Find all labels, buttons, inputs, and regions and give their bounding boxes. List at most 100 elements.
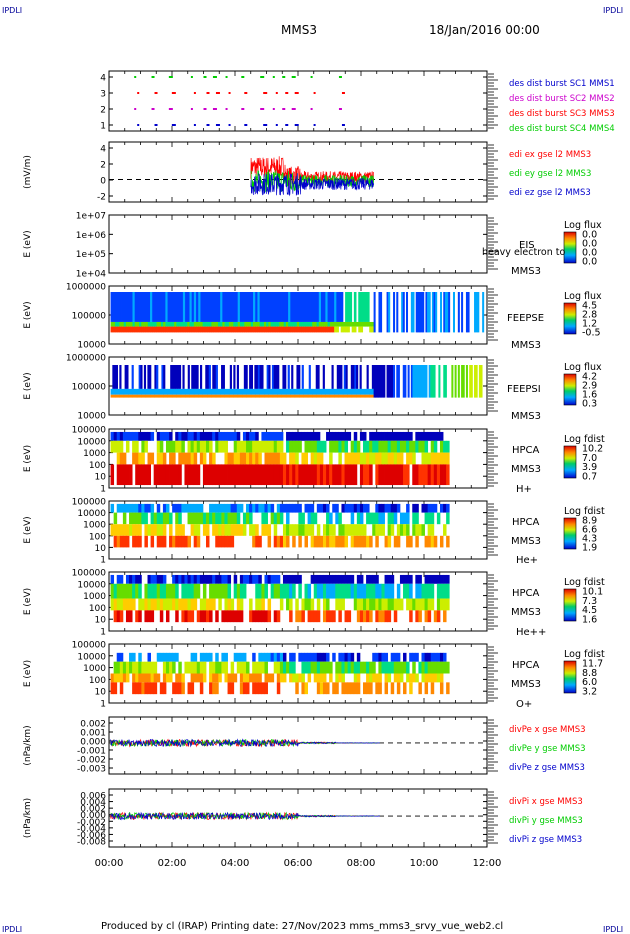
hpca_he-spectrogram-cell [322, 503, 327, 513]
hpca_he-spectrogram-cell [289, 503, 293, 513]
hpca_h-spectrogram-cell [313, 452, 318, 465]
feepsi-spectrogram-cell [393, 365, 396, 398]
feepse-spectrogram-cell [307, 292, 311, 322]
feepse-spectrogram-cell [336, 326, 339, 333]
hpca_o-spectrogram-cell [190, 652, 195, 662]
hpca_hepp-spectrogram-cell [233, 583, 238, 599]
feepsi-spectrogram-cell [407, 365, 410, 398]
hpca_hepp-spectrogram-cell [249, 610, 253, 623]
feepse-spectrogram-cell [174, 326, 177, 333]
hpca_he-spectrogram-cell [375, 503, 379, 513]
feepsi-spectrogram-cell [296, 365, 299, 389]
feepse-spectrogram-cell [340, 292, 344, 322]
hpca_o-colorbar-tick-label: 6.0 [582, 677, 597, 688]
divpi-y-tick-label: 0.004 [80, 798, 106, 808]
feepse-spectrogram-cell [187, 326, 190, 333]
hpca_hepp-spectrogram-cell [239, 610, 244, 623]
hpca_o-spectrogram-cell [384, 673, 389, 683]
hpca_o-spectrogram-cell [289, 661, 293, 674]
hpca_o-spectrogram-cell [132, 652, 136, 662]
hpca_hepp-spectrogram-cell [159, 610, 164, 623]
hpca_he-spectrogram-cell [313, 512, 318, 525]
burst-interval-mark [171, 124, 176, 126]
feepsi-spectrogram-cell [277, 394, 282, 398]
divpe-y-tick-label: -0.001 [77, 747, 106, 757]
feepsi-spectrogram-cell [268, 394, 274, 398]
feepse-spectrogram-cell [207, 292, 210, 322]
hpca_he-spectrogram-cell [135, 524, 139, 536]
hpca_he-spectrogram-cell [298, 524, 302, 536]
hpca_h-spectrogram-cell [399, 440, 404, 453]
feepse-spectrogram-cell [448, 292, 451, 333]
hpca_h-spectrogram-cell [135, 440, 139, 453]
hpca_o-spectrogram-cell [313, 652, 318, 662]
feepsi-spectrogram-cell [294, 388, 300, 395]
hpca_o-spectrogram-cell [387, 661, 392, 674]
feepsi-spectrogram-cell [110, 388, 116, 395]
hpca_o-spectrogram-cell [356, 682, 361, 695]
hpca_h-spectrogram-cell [175, 464, 179, 486]
feepse-spectrogram-cell [237, 292, 241, 322]
feepse-spectrogram-cell [114, 292, 118, 322]
hpca_he-y-tick-label: 100000 [72, 498, 107, 508]
hpca_h-spectrogram-cell [246, 464, 250, 486]
feepse-spectrogram-cell [279, 292, 282, 322]
feepse-spectrogram-cell [152, 321, 155, 327]
hpca_he-spectrogram-cell [227, 503, 232, 513]
hpca_hepp-spectrogram-cell [403, 574, 407, 584]
hpca_hepp-spectrogram-cell [350, 583, 355, 599]
hpca_hepp-spectrogram-cell [239, 574, 244, 584]
hpca_h-spectrogram-cell [363, 452, 367, 465]
hpca_hepp-spectrogram-cell [227, 583, 232, 599]
feepsi-spectrogram-cell [338, 365, 341, 389]
hpca_h-spectrogram-cell [289, 440, 293, 453]
hpca_he-spectrogram-cell [366, 535, 370, 548]
time-tick-label: 02:00 [158, 858, 187, 869]
hpca_hepp-spectrogram-cell [116, 583, 121, 599]
hpca_hepp-spectrogram-cell [366, 598, 370, 611]
hpca_h-species-label: H+ [516, 484, 532, 495]
feepse-spectrogram-cell [244, 321, 247, 327]
hpca_hepp-spectrogram-cell [132, 583, 136, 599]
hpca_hepp-spectrogram-cell [427, 610, 432, 623]
hpca_he-spectrogram-cell [202, 512, 207, 525]
feepse-spectrogram-cell [165, 326, 168, 333]
hpca_h-spectrogram-cell [242, 452, 247, 465]
feepse-spectrogram-cell [259, 321, 263, 327]
feepse-spectrogram-cell [292, 292, 296, 322]
hpca_h-spectrogram-cell [396, 464, 401, 486]
hpca_o-spectrogram-cell [326, 682, 330, 695]
edi-y-tick-label: -2 [97, 193, 106, 203]
feepse-spectrogram-cell [475, 292, 478, 333]
hpca_h-spectrogram-cell [301, 464, 305, 486]
hpca_o-spectrogram-cell [282, 652, 287, 662]
hpca_o-spectrogram-cell [224, 652, 228, 662]
feepse-spectrogram-cell [303, 292, 307, 322]
hpca_hepp-spectrogram-cell [264, 574, 268, 584]
feepse-spectrogram-cell [110, 326, 114, 333]
feepsi-spectrogram-cell [185, 394, 190, 398]
hpca_hepp-spectrogram-cell [282, 574, 287, 584]
hpca_o-spectrogram-cell [304, 652, 308, 662]
hpca_h-spectrogram-cell [366, 464, 370, 486]
hpca_hepp-spectrogram-cell [144, 610, 148, 623]
hpca_hepp-spectrogram-cell [212, 583, 216, 599]
hpca_o-spectrogram-cell [307, 652, 312, 662]
feepse-spectrogram-cell [130, 326, 133, 333]
hpca_h-spectrogram-cell [122, 464, 127, 486]
feepse-spectrogram-cell [283, 321, 287, 327]
hpca_o-spectrogram-cell [292, 652, 296, 662]
hpca_o-spectrogram-cell [199, 652, 204, 662]
hpca_hepp-spectrogram-cell [236, 610, 241, 623]
hpca_he-spectrogram-cell [150, 512, 155, 525]
hpca_he-spectrogram-cell [390, 512, 395, 525]
hpca_h-spectrogram-cell [196, 440, 201, 453]
hpca_o-spectrogram-cell [387, 673, 392, 683]
feepsi-spectrogram-cell [138, 365, 141, 389]
hpca_hepp-spectrogram-cell [233, 574, 238, 584]
feepsi-spectrogram-cell [249, 365, 252, 389]
hpca_he-spectrogram-cell [366, 503, 370, 513]
feepsi-spectrogram-cell [158, 394, 164, 398]
feepse-spectrogram-cell [285, 326, 289, 333]
